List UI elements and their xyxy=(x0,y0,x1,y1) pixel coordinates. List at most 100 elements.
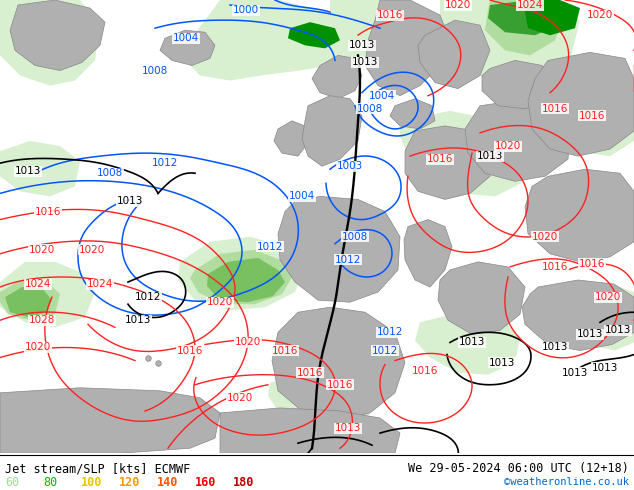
Polygon shape xyxy=(488,0,560,35)
Polygon shape xyxy=(0,0,100,86)
Polygon shape xyxy=(330,0,430,66)
Text: 1024: 1024 xyxy=(25,279,51,289)
Polygon shape xyxy=(178,237,305,310)
Polygon shape xyxy=(440,0,580,86)
Text: 80: 80 xyxy=(43,476,57,489)
Text: 120: 120 xyxy=(119,476,140,489)
Text: 1016: 1016 xyxy=(427,154,453,164)
Text: 1016: 1016 xyxy=(327,380,353,390)
Polygon shape xyxy=(558,80,634,139)
Polygon shape xyxy=(404,220,452,287)
Text: 1016: 1016 xyxy=(272,345,298,356)
Text: 1020: 1020 xyxy=(227,393,253,403)
Text: 1024: 1024 xyxy=(517,0,543,10)
Polygon shape xyxy=(0,141,80,196)
Text: 1013: 1013 xyxy=(577,329,603,340)
Text: 1020: 1020 xyxy=(495,141,521,151)
Polygon shape xyxy=(415,312,520,375)
Polygon shape xyxy=(438,262,525,334)
Polygon shape xyxy=(405,126,492,199)
Polygon shape xyxy=(207,258,285,302)
Text: 1008: 1008 xyxy=(97,168,123,178)
Text: 1020: 1020 xyxy=(79,245,105,255)
Polygon shape xyxy=(278,196,400,302)
Polygon shape xyxy=(160,30,215,66)
Text: 1020: 1020 xyxy=(595,292,621,302)
Text: 1004: 1004 xyxy=(369,91,395,100)
Polygon shape xyxy=(5,287,52,318)
Text: 1013: 1013 xyxy=(117,196,143,206)
Text: We 29-05-2024 06:00 UTC (12+18): We 29-05-2024 06:00 UTC (12+18) xyxy=(408,462,629,475)
Text: 1020: 1020 xyxy=(235,338,261,347)
Polygon shape xyxy=(528,52,634,156)
Text: 1008: 1008 xyxy=(342,232,368,242)
Text: 1013: 1013 xyxy=(562,368,588,378)
Text: 1012: 1012 xyxy=(135,292,161,302)
Text: 1016: 1016 xyxy=(542,262,568,272)
Text: 1016: 1016 xyxy=(579,111,605,121)
Polygon shape xyxy=(268,373,375,428)
Polygon shape xyxy=(0,262,95,327)
Text: 1013: 1013 xyxy=(477,151,503,161)
Text: 1013: 1013 xyxy=(605,325,631,335)
Text: 1003: 1003 xyxy=(337,161,363,171)
Polygon shape xyxy=(274,121,308,156)
Text: 1016: 1016 xyxy=(542,104,568,114)
Polygon shape xyxy=(0,388,220,453)
Polygon shape xyxy=(485,0,565,55)
Text: 1012: 1012 xyxy=(335,255,361,265)
Text: 1008: 1008 xyxy=(142,66,168,75)
Text: ©weatheronline.co.uk: ©weatheronline.co.uk xyxy=(504,477,629,487)
Text: 1020: 1020 xyxy=(25,343,51,352)
Text: 1012: 1012 xyxy=(152,158,178,168)
Text: 1020: 1020 xyxy=(445,0,471,10)
Polygon shape xyxy=(522,280,634,350)
Polygon shape xyxy=(400,111,530,196)
Text: 1020: 1020 xyxy=(207,297,233,307)
Polygon shape xyxy=(288,22,340,49)
Text: 1013: 1013 xyxy=(125,315,151,325)
Text: 1004: 1004 xyxy=(173,33,199,43)
Text: 1016: 1016 xyxy=(412,366,438,376)
Polygon shape xyxy=(525,0,580,35)
Polygon shape xyxy=(365,0,450,96)
Polygon shape xyxy=(465,101,570,181)
Text: 1013: 1013 xyxy=(349,40,375,50)
Polygon shape xyxy=(418,20,490,89)
Text: 1016: 1016 xyxy=(177,345,203,356)
Polygon shape xyxy=(272,307,405,421)
Polygon shape xyxy=(10,0,105,71)
Polygon shape xyxy=(220,408,400,453)
Polygon shape xyxy=(0,280,60,320)
Polygon shape xyxy=(525,169,634,262)
Text: 1012: 1012 xyxy=(257,242,283,252)
Text: 1013: 1013 xyxy=(15,166,41,176)
Text: 1013: 1013 xyxy=(352,57,378,68)
Polygon shape xyxy=(568,287,634,350)
Text: 160: 160 xyxy=(195,476,216,489)
Text: 1020: 1020 xyxy=(587,10,613,20)
Polygon shape xyxy=(302,96,362,166)
Text: 1028: 1028 xyxy=(29,315,55,325)
Text: 1013: 1013 xyxy=(335,423,361,433)
Text: 100: 100 xyxy=(81,476,102,489)
Text: 1016: 1016 xyxy=(297,368,323,378)
Text: 1016: 1016 xyxy=(377,10,403,20)
Text: 180: 180 xyxy=(233,476,254,489)
Text: 1016: 1016 xyxy=(35,206,61,217)
Polygon shape xyxy=(390,98,435,129)
Polygon shape xyxy=(540,75,634,156)
Text: 1012: 1012 xyxy=(372,345,398,356)
Text: Jet stream/SLP [kts] ECMWF: Jet stream/SLP [kts] ECMWF xyxy=(5,462,190,475)
Text: 1020: 1020 xyxy=(29,245,55,255)
Text: 1024: 1024 xyxy=(87,279,113,289)
Text: 1016: 1016 xyxy=(579,259,605,269)
Polygon shape xyxy=(312,55,362,98)
Text: 1013: 1013 xyxy=(592,363,618,372)
Polygon shape xyxy=(185,0,370,80)
Text: 1013: 1013 xyxy=(542,343,568,352)
Polygon shape xyxy=(482,60,555,109)
Text: 1000: 1000 xyxy=(233,5,259,15)
Text: 1012: 1012 xyxy=(377,327,403,338)
Text: 1020: 1020 xyxy=(532,232,558,242)
